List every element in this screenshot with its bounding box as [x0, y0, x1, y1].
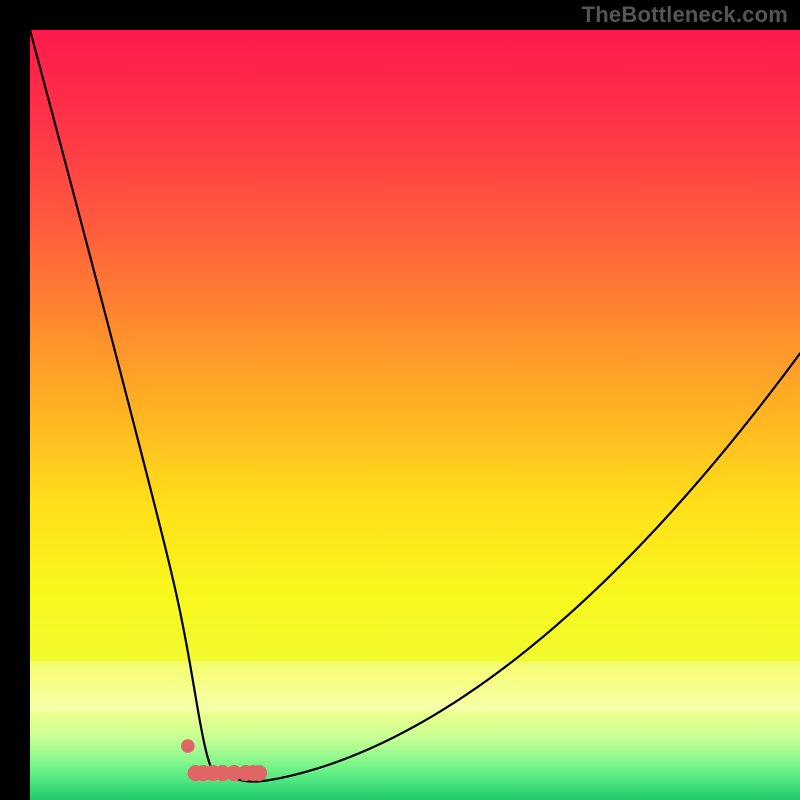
watermark-text: TheBottleneck.com — [582, 2, 788, 28]
chart-frame: TheBottleneck.com — [0, 0, 800, 800]
marker-dot — [251, 765, 267, 781]
marker-dot-outlier — [181, 739, 195, 753]
pale-band — [30, 661, 800, 711]
bottleneck-chart-svg — [0, 0, 800, 800]
